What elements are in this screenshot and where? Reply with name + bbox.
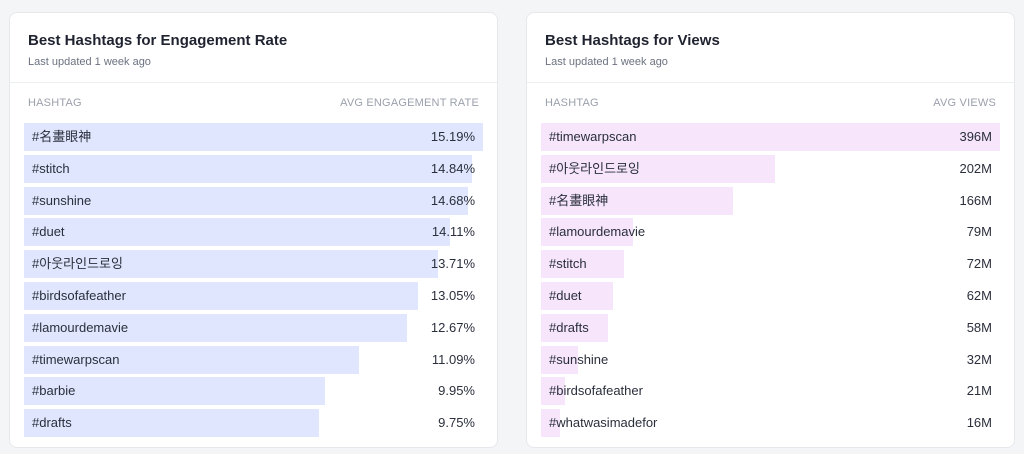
hashtag-label: #stitch	[549, 256, 587, 272]
metric-value: 13.71%	[430, 256, 475, 272]
hashtag-label: #drafts	[549, 319, 589, 335]
metric-value: 9.75%	[438, 415, 475, 431]
table-row[interactable]: #duet 62M	[541, 281, 1000, 310]
metric-value: 16M	[966, 415, 992, 431]
value-bar	[541, 123, 1000, 151]
hashtag-label: #lamourdemavie	[549, 224, 646, 240]
value-bar	[24, 409, 319, 438]
value-bar	[24, 186, 468, 215]
hashtag-label: #duet	[549, 287, 582, 303]
table-row[interactable]: #timewarpscan 396M	[541, 123, 1000, 151]
table-row[interactable]: #lamourdemavie 12.67%	[24, 313, 483, 342]
views-column-header: AVG VIEWS	[933, 97, 996, 109]
value-bar	[24, 313, 407, 342]
table-row[interactable]: #stitch 72M	[541, 250, 1000, 279]
hashtag-label: #birdsofafeather	[549, 383, 643, 399]
table-row[interactable]: #sunshine 32M	[541, 345, 1000, 374]
table-row[interactable]: #birdsofafeather 13.05%	[24, 281, 483, 310]
hashtag-label: #timewarpscan	[549, 129, 637, 144]
card-title: Best Hashtags for Views	[545, 32, 720, 49]
metric-value: 72M	[966, 256, 992, 272]
last-updated-text: Last updated 1 week ago	[545, 56, 668, 68]
metric-value: 21M	[966, 383, 992, 399]
hashtag-label: #birdsofafeather	[32, 287, 126, 303]
metric-value: 202M	[959, 160, 992, 176]
table-row[interactable]: #drafts 58M	[541, 313, 1000, 342]
value-bar	[24, 123, 483, 151]
hashtag-column-header: HASHTAG	[28, 97, 82, 109]
column-headers: HASHTAG AVG ENGAGEMENT RATE	[28, 97, 479, 111]
table-row[interactable]: #lamourdemavie 79M	[541, 218, 1000, 247]
hashtag-label: #whatwasimadefor	[549, 415, 658, 431]
hashtag-label: #sunshine	[32, 192, 92, 208]
last-updated-text: Last updated 1 week ago	[28, 56, 151, 68]
metric-value: 58M	[966, 319, 992, 335]
value-bar	[541, 377, 566, 406]
table-row[interactable]: #timewarpscan 11.09%	[24, 345, 483, 374]
table-row[interactable]: #stitch 14.84%	[24, 154, 483, 183]
column-headers: HASHTAG AVG VIEWS	[545, 97, 996, 111]
value-bar	[24, 377, 325, 406]
table-row[interactable]: #whatwasimadefor 16M	[541, 409, 1000, 438]
value-bar	[24, 218, 451, 247]
metric-value: 79M	[966, 224, 992, 240]
metric-value: 14.11%	[431, 224, 475, 240]
value-bar	[541, 409, 560, 438]
hashtag-label: #名畫眼神	[549, 192, 609, 208]
hashtag-label: #sunshine	[549, 351, 609, 367]
hashtag-label: #stitch	[32, 160, 70, 176]
table-row[interactable]: #birdsofafeather 21M	[541, 377, 1000, 406]
hashtag-label: #lamourdemavie	[32, 319, 129, 335]
metric-value: 14.84%	[430, 160, 475, 176]
metric-value: 62M	[966, 287, 992, 303]
table-row[interactable]: #barbie 9.95%	[24, 377, 483, 406]
value-bar	[24, 250, 439, 279]
engagement-rate-card: Best Hashtags for Engagement Rate Last u…	[9, 12, 498, 448]
table-row[interactable]: #아웃라인드로잉 202M	[541, 154, 1000, 183]
value-bar	[24, 345, 360, 374]
table-row[interactable]: #名畫眼神 166M	[541, 186, 1000, 215]
metric-value: 9.95%	[438, 383, 475, 399]
hashtag-label: #duet	[32, 224, 65, 240]
metric-value: 13.05%	[430, 287, 475, 303]
metric-value: 166M	[959, 192, 992, 208]
hashtag-label: #drafts	[32, 415, 72, 431]
metric-value: 12.67%	[430, 319, 475, 335]
views-rows: #timewarpscan 396M #아웃라인드로잉 202M #名畫眼神 166M #l…	[541, 123, 1000, 441]
metric-value: 396M	[959, 129, 992, 144]
engagement-column-header: AVG ENGAGEMENT RATE	[340, 97, 479, 109]
metric-value: 32M	[966, 351, 992, 367]
hashtag-column-header: HASHTAG	[545, 97, 599, 109]
metric-value: 15.19%	[430, 129, 475, 144]
value-bar	[24, 154, 473, 183]
hashtag-label: #barbie	[32, 383, 76, 399]
value-bar	[541, 154, 776, 183]
value-bar	[541, 218, 633, 247]
table-row[interactable]: #名畫眼神 15.19%	[24, 123, 483, 151]
card-header: Best Hashtags for Views Last updated 1 w…	[527, 13, 1014, 83]
hashtag-label: #名畫眼神	[32, 129, 92, 144]
hashtag-label: #timewarpscan	[32, 351, 120, 367]
table-row[interactable]: #sunshine 14.68%	[24, 186, 483, 215]
value-bar	[541, 345, 579, 374]
value-bar	[541, 250, 625, 279]
metric-value: 11.09%	[431, 351, 475, 367]
table-row[interactable]: #아웃라인드로잉 13.71%	[24, 250, 483, 279]
card-header: Best Hashtags for Engagement Rate Last u…	[10, 13, 497, 83]
hashtag-label: #아웃라인드로잉	[32, 256, 123, 272]
value-bar	[541, 313, 609, 342]
value-bar	[24, 281, 419, 310]
metric-value: 14.68%	[430, 192, 475, 208]
views-card: Best Hashtags for Views Last updated 1 w…	[526, 12, 1015, 448]
value-bar	[541, 281, 613, 310]
hashtag-label: #아웃라인드로잉	[549, 160, 640, 176]
value-bar	[541, 186, 734, 215]
table-row[interactable]: #drafts 9.75%	[24, 409, 483, 438]
table-row[interactable]: #duet 14.11%	[24, 218, 483, 247]
card-title: Best Hashtags for Engagement Rate	[28, 32, 288, 49]
engagement-rows: #名畫眼神 15.19% #stitch 14.84% #sunshine 14.68% #…	[24, 123, 483, 441]
